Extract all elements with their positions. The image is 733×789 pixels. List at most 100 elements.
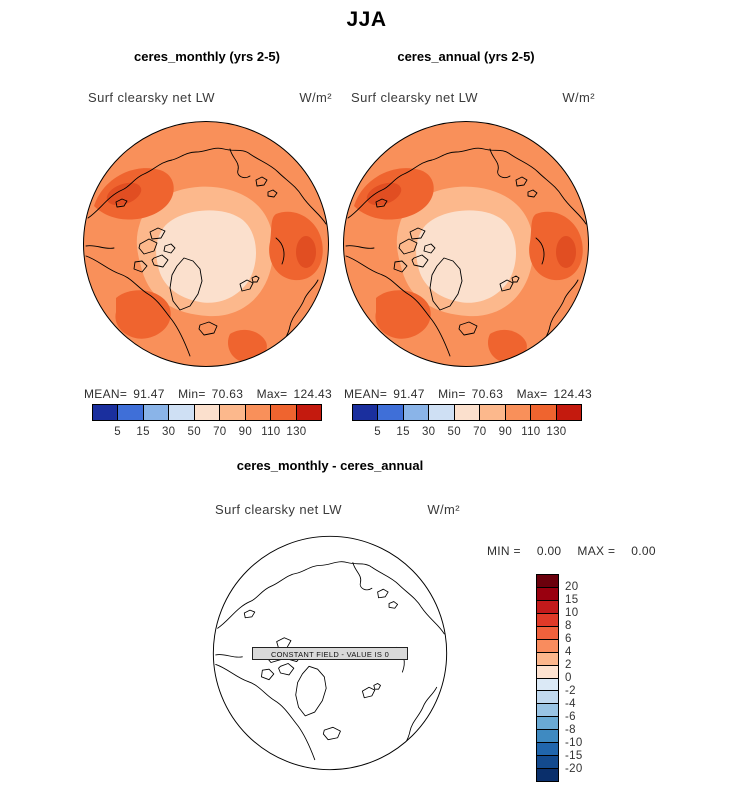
season-title: JJA	[346, 8, 387, 31]
colorbar-cell	[428, 405, 454, 420]
diff-colorbar	[536, 574, 559, 782]
min-value: 70.63	[211, 387, 244, 401]
colorbar-tick-label: 30	[161, 426, 176, 438]
polar-map-annual	[343, 121, 589, 367]
colorbar-tick-label: 20	[565, 581, 579, 593]
max-label: Max=	[256, 387, 288, 401]
colorbar-tick-label: 30	[421, 426, 436, 438]
colorbar-tick-label: 2	[565, 659, 572, 671]
colorbar-tick-label: -2	[565, 685, 576, 697]
mean-label: MEAN=	[344, 387, 388, 401]
colorbar-cell	[537, 716, 558, 730]
colorbar-cell	[270, 405, 296, 420]
colorbar-tick-label: 130	[546, 426, 567, 438]
colorbar-cell	[537, 703, 558, 717]
colorbar-tick-label: -15	[565, 750, 583, 762]
colorbar-tick-label: -4	[565, 698, 576, 710]
diff-panel-title: ceres_monthly - ceres_annual	[236, 458, 424, 473]
colorbar-tick-label: 15	[396, 426, 410, 438]
colorbar-tick-label: 90	[498, 426, 513, 438]
colorbar-tick-label: 8	[565, 620, 572, 632]
colorbar-cell	[504, 405, 531, 420]
colorbar-cell	[117, 405, 143, 420]
min-value: 70.63	[471, 387, 504, 401]
diff-max-value: 0.00	[631, 544, 656, 558]
colorbar-cell	[479, 405, 505, 420]
colorbar-cell	[537, 755, 558, 769]
min-label: Min=	[178, 387, 206, 401]
colorbar-tick-label: 50	[187, 426, 201, 438]
mean-value: 91.47	[133, 387, 165, 401]
colorbar-ticks-monthly: 5 15 30 50 70 90 110 130	[92, 426, 322, 441]
polar-map-monthly	[83, 121, 329, 367]
colorbar-tick-label: 15	[565, 594, 579, 606]
colorbar-cell	[453, 405, 480, 420]
max-label: Max=	[516, 387, 548, 401]
colorbar-cell	[537, 599, 558, 613]
constant-field-annotation: CONSTANT FIELD - VALUE IS 0	[252, 647, 408, 660]
diff-colorbar-ticks: 20 15 10 8 6 4 2 0 -2 -4 -6 -8 -10 -15 -20	[565, 574, 599, 782]
colorbar-cell	[537, 612, 558, 626]
field-label: Surf clearsky net LW	[215, 502, 342, 517]
colorbar-cell	[93, 405, 118, 420]
colorbar-cell	[377, 405, 403, 420]
colorbar-cell	[537, 729, 558, 743]
diff-min-value: 0.00	[536, 544, 562, 558]
colorbar-tick-label: 50	[447, 426, 461, 438]
max-value: 124.43	[293, 387, 332, 401]
diff-field-row: Surf clearsky net LW W/m²	[215, 502, 460, 517]
mean-value: 91.47	[393, 387, 425, 401]
colorbar-tick-label: 110	[521, 426, 541, 438]
colorbar-cell	[219, 405, 245, 420]
diff-min-label: MIN =	[487, 544, 521, 558]
colorbar-cell	[537, 586, 558, 600]
colorbar-cell	[537, 677, 558, 691]
field-row-annual: Surf clearsky net LW W/m²	[351, 90, 595, 105]
colorbar-tick-label: 90	[238, 426, 253, 438]
colorbar-tick-label: 70	[213, 426, 227, 438]
colorbar-monthly	[92, 404, 322, 421]
diff-max-label: MAX =	[577, 544, 616, 558]
colorbar-cell	[353, 405, 378, 420]
panel-title-annual: ceres_annual (yrs 2-5)	[397, 49, 535, 64]
colorbar-cell	[530, 405, 556, 420]
colorbar-cell	[142, 405, 169, 420]
colorbar-tick-label: 130	[286, 426, 307, 438]
colorbar-cell	[193, 405, 220, 420]
colorbar-cell	[555, 405, 581, 420]
colorbar-cell	[537, 742, 558, 756]
colorbar-tick-label: 15	[136, 426, 150, 438]
colorbar-cell	[244, 405, 271, 420]
colorbar-tick-label: -20	[565, 763, 583, 775]
colorbar-cell	[402, 405, 429, 420]
colorbar-cell	[537, 768, 558, 781]
colorbar-cell	[295, 405, 321, 420]
colorbar-tick-label: 5	[114, 426, 121, 438]
colorbar-cell	[537, 664, 558, 678]
field-label: Surf clearsky net LW	[351, 90, 478, 105]
stats-row-monthly: MEAN= 91.47 Min= 70.63 Max= 124.43	[84, 387, 332, 401]
max-value: 124.43	[553, 387, 592, 401]
colorbar-tick-label: -6	[565, 711, 576, 723]
units-label: W/m²	[427, 502, 460, 517]
colorbar-tick-label: 6	[565, 633, 572, 645]
colorbar-tick-label: 0	[565, 672, 572, 684]
colorbar-cell	[537, 575, 558, 587]
colorbar-annual	[352, 404, 582, 421]
diff-minmax-row: MIN = 0.00 MAX = 0.00	[487, 544, 656, 558]
colorbar-cell	[537, 625, 558, 639]
colorbar-tick-label: 5	[374, 426, 381, 438]
colorbar-tick-label: 4	[565, 646, 572, 658]
colorbar-cell	[537, 638, 558, 652]
mean-label: MEAN=	[84, 387, 128, 401]
colorbar-tick-label: 110	[261, 426, 281, 438]
colorbar-tick-label: 10	[565, 607, 579, 619]
units-label: W/m²	[299, 90, 332, 105]
panel-title-monthly: ceres_monthly (yrs 2-5)	[134, 49, 280, 64]
units-label: W/m²	[562, 90, 595, 105]
colorbar-cell	[537, 690, 558, 704]
colorbar-tick-label: 70	[473, 426, 487, 438]
stats-row-annual: MEAN= 91.47 Min= 70.63 Max= 124.43	[344, 387, 592, 401]
field-label: Surf clearsky net LW	[88, 90, 215, 105]
